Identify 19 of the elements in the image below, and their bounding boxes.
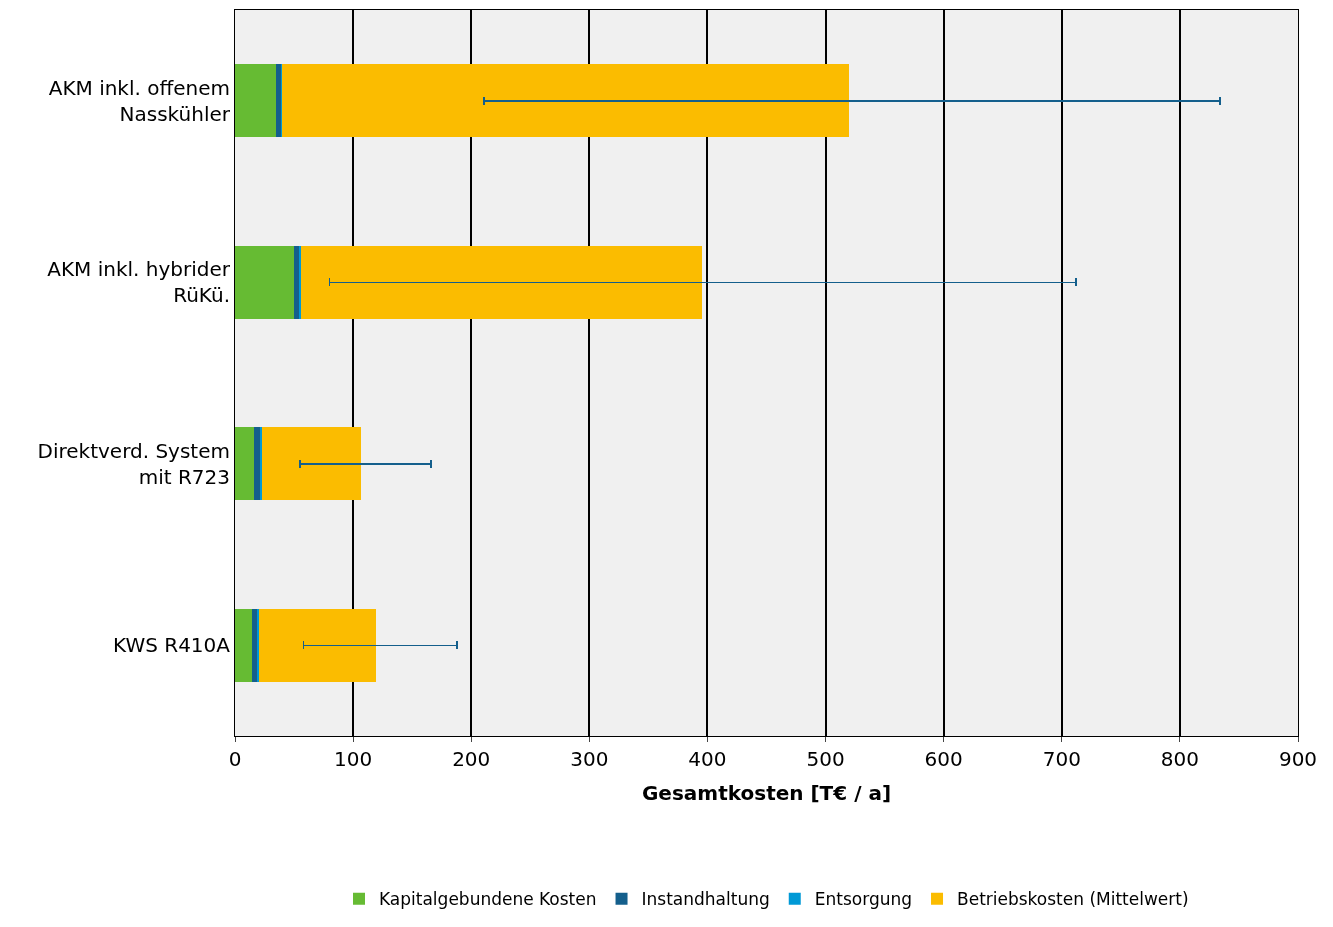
x-tick-label: 700 <box>1042 747 1081 771</box>
legend-label: Entsorgung <box>814 889 913 910</box>
x-tick-label: 300 <box>570 747 609 771</box>
legend-label: Kapitalgebundene Kosten <box>379 889 597 910</box>
x-tick-label: 600 <box>924 747 963 771</box>
y-tick-label: KWS R410A <box>113 633 231 658</box>
x-tick-label: 200 <box>452 747 491 771</box>
y-tick-label: Direktverd. System mit R723 <box>37 438 230 489</box>
x-axis-title: Gesamtkosten [T€ / a] <box>641 780 892 805</box>
x-tick-label: 400 <box>688 747 727 771</box>
y-tick-label: AKM inkl. hybrider RüKü. <box>47 257 231 308</box>
x-tick-label: 800 <box>1160 747 1199 771</box>
x-tick-label: 100 <box>334 747 373 771</box>
x-tick-label: 500 <box>806 747 845 771</box>
legend-label: Instandhaltung <box>641 889 770 910</box>
y-tick-label: AKM inkl. offenem Nasskühler <box>48 75 231 126</box>
x-tick-label: 0 <box>228 747 242 771</box>
legend-label: Betriebskosten (Mittelwert) <box>957 889 1189 910</box>
x-tick-label: 900 <box>1278 747 1318 771</box>
